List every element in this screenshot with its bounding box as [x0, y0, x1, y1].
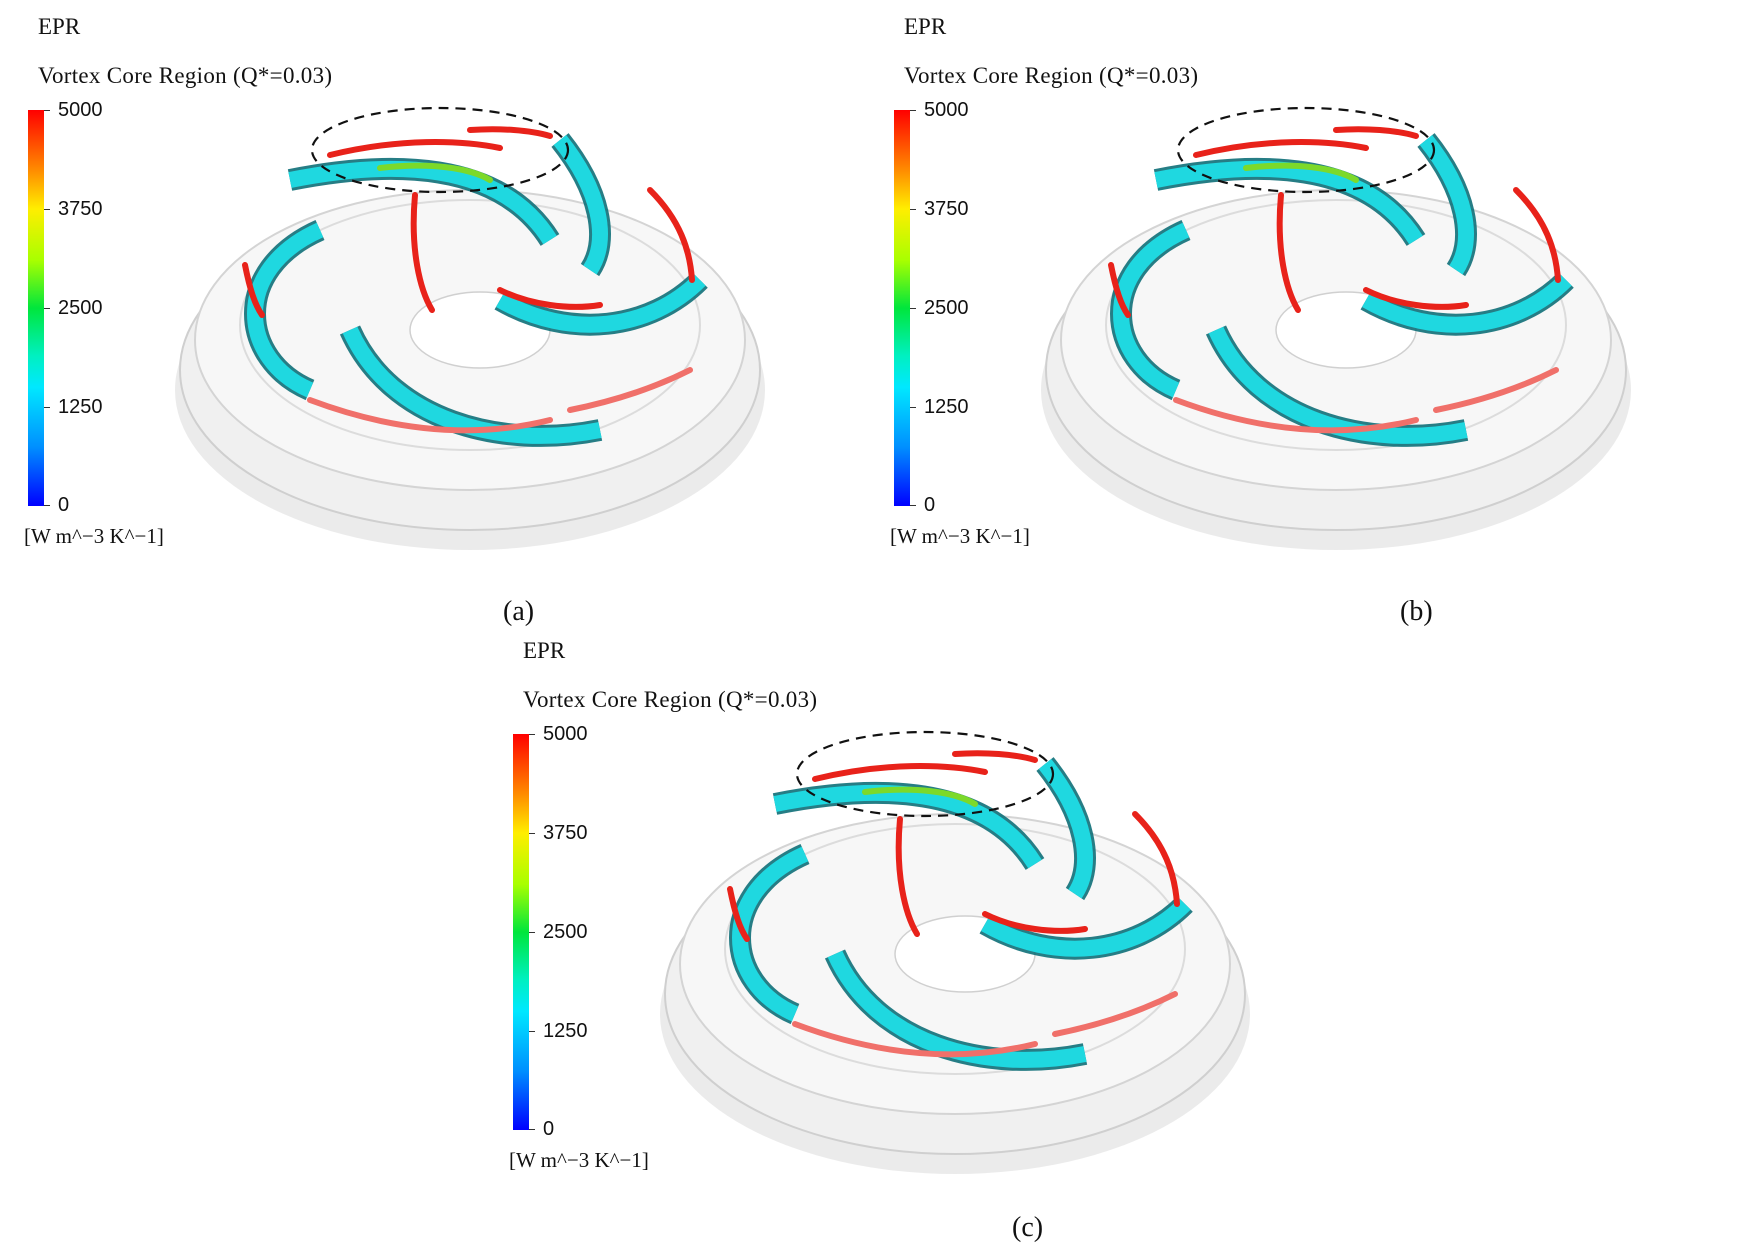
inner-ring — [1105, 199, 1567, 451]
vortex-core — [410, 192, 435, 313]
impeller-blade — [827, 950, 1087, 1068]
impeller-blade — [1038, 759, 1093, 899]
legend-tick-mark — [44, 209, 50, 210]
legend-units: [W m^−3 K^−1] — [890, 524, 1030, 548]
impeller-blade — [496, 274, 706, 333]
impeller-vortex-render — [175, 106, 765, 550]
legend-units: [W m^−3 K^−1] — [24, 524, 164, 548]
legend-tick-mark — [910, 308, 916, 309]
impeller-blade — [732, 846, 809, 1022]
legend-tick-label: 2500 — [543, 921, 588, 943]
legend-tick-label: 5000 — [58, 99, 103, 121]
impeller-blade — [1419, 135, 1474, 275]
legend-tick-label: 3750 — [924, 198, 969, 220]
inner-ring — [239, 199, 701, 451]
impeller-blade — [553, 135, 608, 275]
impeller-blade — [773, 784, 1042, 869]
legend-tick-label: 1250 — [924, 396, 969, 418]
vortex-core — [812, 763, 988, 782]
vortex-core — [567, 367, 693, 413]
legend-units: [W m^−3 K^−1] — [509, 1148, 649, 1172]
vortex-core — [1433, 367, 1559, 413]
legend-tick-label: 5000 — [543, 723, 588, 745]
panel-c: EPR Vortex Core Region (Q*=0.03) 5000 37… — [485, 624, 1265, 1184]
legend-tick-mark — [529, 1129, 535, 1130]
legend-tick-mark — [44, 505, 50, 506]
inner-ring — [724, 823, 1186, 1075]
legend-tick-mark — [44, 308, 50, 309]
legend-tick-label: 2500 — [58, 297, 103, 319]
legend-tick-mark — [44, 110, 50, 111]
color-legend-bar — [28, 110, 44, 506]
vortex-core — [1513, 187, 1561, 283]
vortex-core — [1173, 397, 1419, 434]
vortex-core — [497, 287, 603, 310]
vortex-core — [1363, 287, 1469, 310]
vortex-core — [1108, 262, 1131, 318]
legend-tick-mark — [44, 407, 50, 408]
vortex-core — [1276, 192, 1301, 313]
impeller-blade — [981, 898, 1191, 957]
variable-subtitle: Vortex Core Region (Q*=0.03) — [904, 63, 1199, 88]
vortex-core — [727, 886, 750, 942]
vortex-core — [1193, 139, 1369, 158]
impeller-blade — [1154, 160, 1423, 245]
impeller-blade — [1362, 274, 1572, 333]
vortex-core — [647, 187, 695, 283]
caption-c: (c) — [1012, 1212, 1044, 1243]
variable-title: EPR — [523, 638, 566, 663]
legend-tick-label: 5000 — [924, 99, 969, 121]
legend-tick-mark — [529, 734, 535, 735]
vortex-core — [1132, 811, 1180, 907]
caption-b: (b) — [1400, 596, 1433, 627]
impeller-blade — [1113, 222, 1190, 398]
vortex-core — [307, 397, 553, 434]
vortex-core — [1052, 991, 1178, 1037]
legend-tick-label: 3750 — [58, 198, 103, 220]
impeller-blade — [247, 222, 324, 398]
vortex-core — [377, 162, 493, 183]
impeller-blade — [1208, 326, 1468, 444]
highlight-dashed-ellipse — [1176, 106, 1436, 194]
color-legend-bar — [894, 110, 910, 506]
legend-tick-mark — [529, 1031, 535, 1032]
legend-tick-mark — [529, 932, 535, 933]
vortex-core — [792, 1021, 1038, 1058]
legend-tick-label: 0 — [543, 1118, 555, 1140]
impeller-vortex-render — [1041, 106, 1631, 550]
impeller-vortex-render — [660, 730, 1250, 1174]
legend-tick-mark — [910, 505, 916, 506]
legend-tick-label: 1250 — [58, 396, 103, 418]
legend-tick-label: 0 — [924, 494, 936, 516]
panel-a: EPR Vortex Core Region (Q*=0.03) 5000 37… — [0, 0, 780, 560]
highlight-dashed-ellipse — [310, 106, 570, 194]
legend-tick-mark — [910, 407, 916, 408]
variable-title: EPR — [38, 14, 81, 39]
vortex-core — [982, 911, 1088, 934]
variable-subtitle: Vortex Core Region (Q*=0.03) — [523, 687, 818, 712]
impeller-blade — [342, 326, 602, 444]
legend-tick-label: 0 — [58, 494, 70, 516]
vortex-core — [952, 750, 1038, 763]
vortex-core — [242, 262, 265, 318]
legend-tick-label: 3750 — [543, 822, 588, 844]
legend-tick-mark — [529, 833, 535, 834]
legend-tick-label: 1250 — [543, 1020, 588, 1042]
legend-tick-mark — [910, 110, 916, 111]
legend-tick-label: 2500 — [924, 297, 969, 319]
vortex-core — [1243, 162, 1359, 183]
legend-tick-mark — [910, 209, 916, 210]
color-legend-bar — [513, 734, 529, 1130]
caption-a: (a) — [503, 596, 535, 627]
highlight-dashed-ellipse — [795, 730, 1055, 818]
vortex-core — [327, 139, 503, 158]
variable-title: EPR — [904, 14, 947, 39]
vortex-core — [895, 816, 920, 937]
variable-subtitle: Vortex Core Region (Q*=0.03) — [38, 63, 333, 88]
impeller-blade — [288, 160, 557, 245]
vortex-core — [467, 126, 553, 139]
vortex-core — [1333, 126, 1419, 139]
vortex-core — [862, 786, 978, 807]
panel-b: EPR Vortex Core Region (Q*=0.03) 5000 37… — [866, 0, 1646, 560]
